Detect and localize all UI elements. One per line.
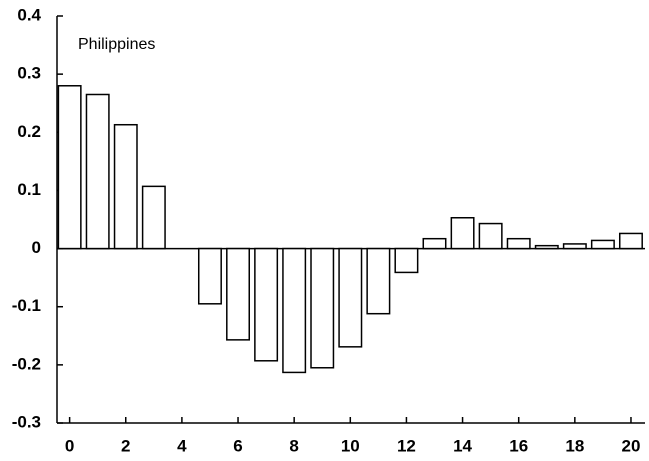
bar xyxy=(394,247,419,274)
x-tick-label: 8 xyxy=(289,436,298,455)
bar xyxy=(57,85,82,250)
x-tick-label: 10 xyxy=(341,436,360,455)
bar xyxy=(282,247,307,374)
bar xyxy=(590,239,615,250)
y-tick-label: 0.3 xyxy=(17,64,41,83)
x-tick-label: 14 xyxy=(453,436,472,455)
y-tick-label: -0.1 xyxy=(12,296,41,315)
bar xyxy=(197,247,222,305)
annotation: Philippines xyxy=(78,36,155,53)
x-tick-label: 6 xyxy=(233,436,242,455)
bar xyxy=(506,237,531,250)
y-tick-label: 0.1 xyxy=(17,180,41,199)
bar xyxy=(366,247,391,315)
x-tick-label: 20 xyxy=(622,436,641,455)
bar xyxy=(310,247,335,369)
y-tick-label: 0.2 xyxy=(17,122,41,141)
bar xyxy=(534,244,559,250)
x-tick-label: 18 xyxy=(565,436,584,455)
bar xyxy=(254,247,279,362)
bar xyxy=(422,237,447,250)
x-tick-label: 2 xyxy=(121,436,130,455)
bar xyxy=(338,247,363,348)
y-tick-label: 0 xyxy=(32,238,41,257)
bar xyxy=(226,247,251,341)
y-tick-label: -0.2 xyxy=(12,354,41,373)
bar xyxy=(478,222,503,250)
y-tick-label: -0.3 xyxy=(12,412,41,431)
x-tick-label: 4 xyxy=(177,436,187,455)
bar xyxy=(450,217,475,250)
bar xyxy=(618,232,643,250)
bar xyxy=(113,123,138,250)
bar xyxy=(85,93,110,250)
bar xyxy=(141,185,166,250)
x-tick-label: 16 xyxy=(509,436,528,455)
bar xyxy=(562,243,587,250)
x-tick-label: 12 xyxy=(397,436,416,455)
y-tick-label: 0.4 xyxy=(17,5,41,24)
x-tick-label: 0 xyxy=(65,436,74,455)
